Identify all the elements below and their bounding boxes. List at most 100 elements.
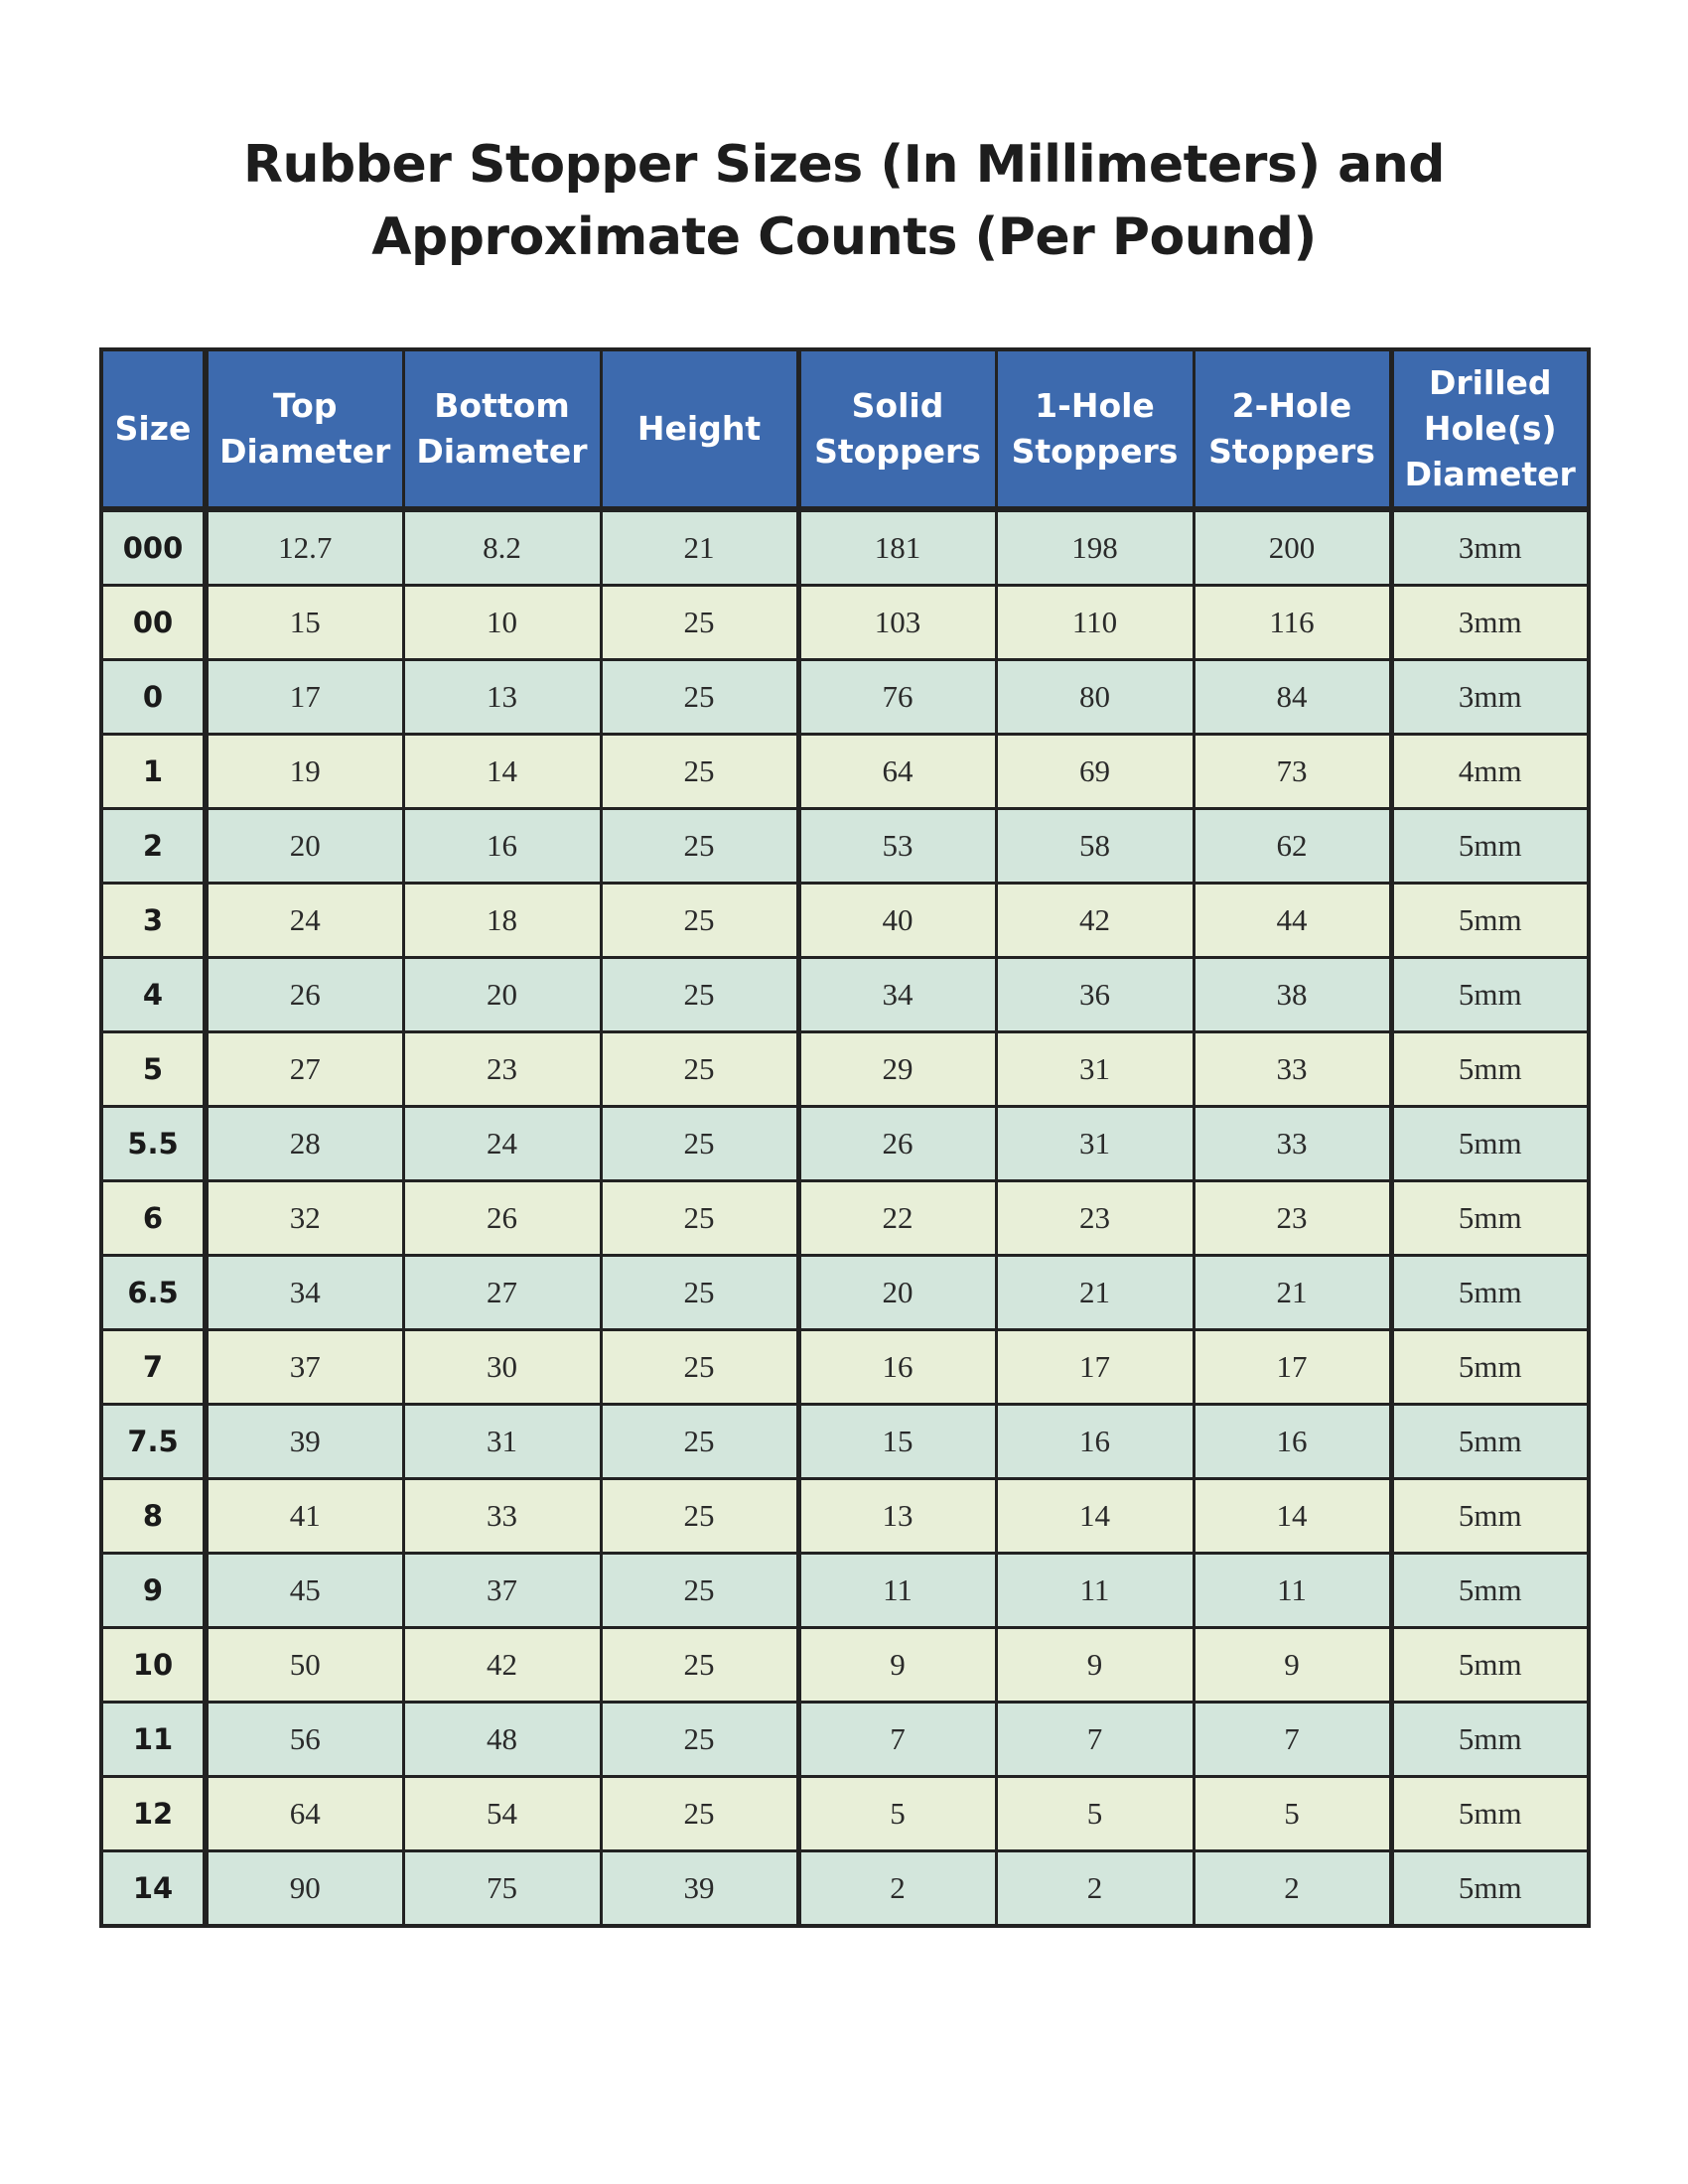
cell-size: 6.5 (99, 1254, 209, 1331)
cell-drilled-hole-diameter: 5mm (1389, 1328, 1591, 1406)
cell-height: 25 (599, 1477, 801, 1555)
cell-drilled-hole-diameter: 5mm (1389, 1775, 1591, 1852)
cell-size: 10 (99, 1626, 209, 1704)
cell-bottom-diameter: 27 (401, 1254, 603, 1331)
cell-drilled-hole-diameter: 5mm (1389, 1849, 1591, 1928)
cell-height: 25 (599, 1626, 801, 1704)
cell-bottom-diameter: 14 (401, 733, 603, 810)
cell-bottom-diameter: 24 (401, 1105, 603, 1182)
cell-solid-stoppers: 20 (796, 1254, 998, 1331)
stopper-size-table: Size Top Diameter Bottom Diameter Height Sol… (99, 347, 1591, 1928)
cell-size: 5.5 (99, 1105, 209, 1182)
table-row: 3 24 18 25 40 42 44 5mm (99, 882, 1591, 959)
table-row: 14 90 75 39 2 2 2 5mm (99, 1849, 1591, 1928)
table-row: 6.5 34 27 25 20 21 21 5mm (99, 1254, 1591, 1331)
table-row: 12 64 54 25 5 5 5 5mm (99, 1775, 1591, 1852)
cell-one-hole-stoppers: 21 (994, 1254, 1196, 1331)
cell-one-hole-stoppers: 31 (994, 1030, 1196, 1108)
cell-two-hole-stoppers: 21 (1192, 1254, 1394, 1331)
cell-drilled-hole-diameter: 5mm (1389, 1030, 1591, 1108)
cell-bottom-diameter: 48 (401, 1701, 603, 1778)
page-title: Rubber Stopper Sizes (In Millimeters) an… (0, 129, 1688, 274)
cell-top-diameter: 90 (204, 1849, 405, 1928)
cell-size: 000 (99, 507, 209, 587)
cell-two-hole-stoppers: 16 (1192, 1403, 1394, 1480)
cell-drilled-hole-diameter: 3mm (1389, 507, 1591, 587)
cell-solid-stoppers: 53 (796, 807, 998, 885)
cell-two-hole-stoppers: 23 (1192, 1179, 1394, 1257)
cell-drilled-hole-diameter: 3mm (1389, 584, 1591, 661)
cell-bottom-diameter: 31 (401, 1403, 603, 1480)
cell-size: 00 (99, 584, 209, 661)
cell-two-hole-stoppers: 14 (1192, 1477, 1394, 1555)
title-line-2: Approximate Counts (Per Pound) (371, 207, 1317, 267)
cell-solid-stoppers: 5 (796, 1775, 998, 1852)
table-row: 10 50 42 25 9 9 9 5mm (99, 1626, 1591, 1704)
cell-one-hole-stoppers: 2 (994, 1849, 1196, 1928)
cell-solid-stoppers: 16 (796, 1328, 998, 1406)
cell-top-diameter: 39 (204, 1403, 405, 1480)
table-row: 7 37 30 25 16 17 17 5mm (99, 1328, 1591, 1406)
title-line-1: Rubber Stopper Sizes (In Millimeters) an… (242, 135, 1446, 195)
cell-solid-stoppers: 15 (796, 1403, 998, 1480)
table-row: 7.5 39 31 25 15 16 16 5mm (99, 1403, 1591, 1480)
cell-two-hole-stoppers: 38 (1192, 956, 1394, 1033)
cell-height: 25 (599, 1254, 801, 1331)
cell-two-hole-stoppers: 2 (1192, 1849, 1394, 1928)
column-header-top-diameter: Top Diameter (204, 347, 405, 512)
cell-drilled-hole-diameter: 5mm (1389, 956, 1591, 1033)
cell-solid-stoppers: 181 (796, 507, 998, 587)
table-body: 000 12.7 8.2 21 181 198 200 3mm 00 15 10 25 103 110 11… (99, 507, 1591, 1928)
cell-two-hole-stoppers: 116 (1192, 584, 1394, 661)
cell-solid-stoppers: 76 (796, 658, 998, 736)
cell-top-diameter: 50 (204, 1626, 405, 1704)
cell-solid-stoppers: 26 (796, 1105, 998, 1182)
cell-drilled-hole-diameter: 5mm (1389, 807, 1591, 885)
cell-size: 11 (99, 1701, 209, 1778)
table-row: 4 26 20 25 34 36 38 5mm (99, 956, 1591, 1033)
cell-one-hole-stoppers: 16 (994, 1403, 1196, 1480)
cell-solid-stoppers: 13 (796, 1477, 998, 1555)
cell-top-diameter: 64 (204, 1775, 405, 1852)
column-header-two-hole-stoppers: 2-Hole Stoppers (1192, 347, 1394, 512)
cell-drilled-hole-diameter: 5mm (1389, 1626, 1591, 1704)
table-row: 2 20 16 25 53 58 62 5mm (99, 807, 1591, 885)
table-row: 6 32 26 25 22 23 23 5mm (99, 1179, 1591, 1257)
cell-top-diameter: 15 (204, 584, 405, 661)
cell-size: 5 (99, 1030, 209, 1108)
cell-size: 7.5 (99, 1403, 209, 1480)
cell-two-hole-stoppers: 33 (1192, 1030, 1394, 1108)
cell-top-diameter: 27 (204, 1030, 405, 1108)
cell-two-hole-stoppers: 33 (1192, 1105, 1394, 1182)
cell-two-hole-stoppers: 62 (1192, 807, 1394, 885)
cell-height: 25 (599, 1105, 801, 1182)
cell-drilled-hole-diameter: 5mm (1389, 1552, 1591, 1629)
cell-drilled-hole-diameter: 5mm (1389, 1477, 1591, 1555)
cell-solid-stoppers: 29 (796, 1030, 998, 1108)
cell-top-diameter: 26 (204, 956, 405, 1033)
cell-one-hole-stoppers: 80 (994, 658, 1196, 736)
cell-bottom-diameter: 8.2 (401, 507, 603, 587)
cell-height: 25 (599, 1701, 801, 1778)
cell-drilled-hole-diameter: 5mm (1389, 1105, 1591, 1182)
cell-one-hole-stoppers: 58 (994, 807, 1196, 885)
cell-top-diameter: 37 (204, 1328, 405, 1406)
cell-two-hole-stoppers: 73 (1192, 733, 1394, 810)
cell-bottom-diameter: 13 (401, 658, 603, 736)
cell-drilled-hole-diameter: 5mm (1389, 882, 1591, 959)
cell-bottom-diameter: 26 (401, 1179, 603, 1257)
cell-one-hole-stoppers: 36 (994, 956, 1196, 1033)
cell-one-hole-stoppers: 7 (994, 1701, 1196, 1778)
cell-height: 25 (599, 807, 801, 885)
cell-one-hole-stoppers: 5 (994, 1775, 1196, 1852)
cell-bottom-diameter: 75 (401, 1849, 603, 1928)
cell-bottom-diameter: 10 (401, 584, 603, 661)
cell-top-diameter: 19 (204, 733, 405, 810)
column-header-bottom-diameter: Bottom Diameter (401, 347, 603, 512)
table-row: 8 41 33 25 13 14 14 5mm (99, 1477, 1591, 1555)
cell-one-hole-stoppers: 11 (994, 1552, 1196, 1629)
cell-one-hole-stoppers: 17 (994, 1328, 1196, 1406)
cell-two-hole-stoppers: 84 (1192, 658, 1394, 736)
cell-drilled-hole-diameter: 5mm (1389, 1403, 1591, 1480)
cell-two-hole-stoppers: 11 (1192, 1552, 1394, 1629)
